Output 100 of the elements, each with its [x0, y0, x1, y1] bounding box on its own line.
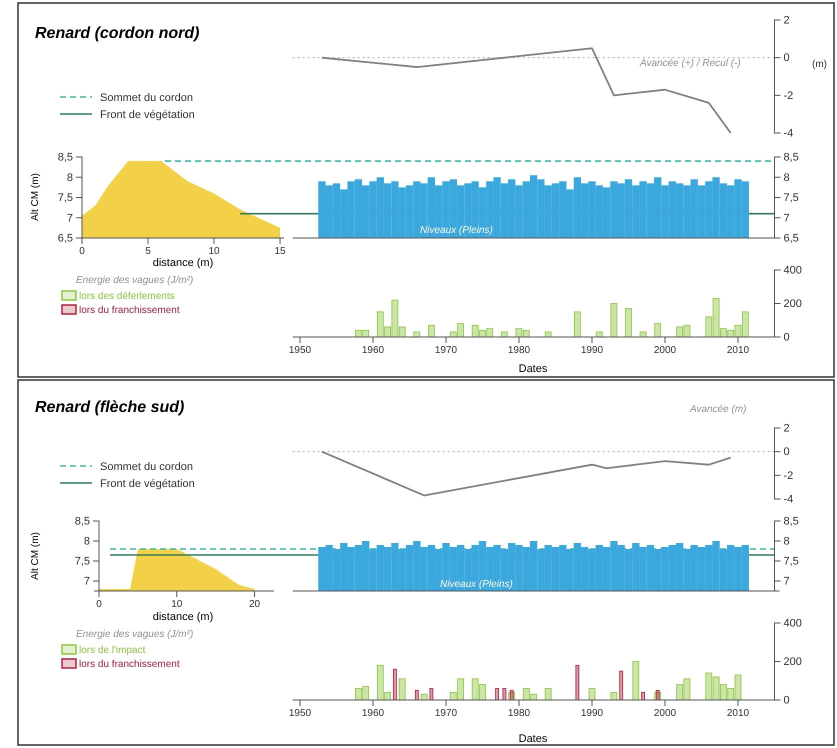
y-tick-label: -2	[784, 90, 794, 102]
bar	[727, 688, 734, 700]
y-tick-label: 6,5	[784, 232, 799, 245]
y-tick-label: 8,5	[58, 152, 73, 164]
y-tick-label: 7,5	[58, 192, 73, 204]
bar	[720, 684, 727, 700]
bar	[384, 692, 391, 700]
y-tick-label: -4	[784, 494, 794, 506]
y-tick-label: 0	[784, 446, 790, 458]
y-tick-label: 200	[784, 298, 802, 310]
bar	[495, 688, 499, 700]
bar	[428, 324, 435, 338]
bar	[502, 688, 506, 700]
x-tick-label: 1980	[508, 708, 531, 720]
y-tick-label: 7	[784, 576, 790, 588]
bar	[544, 688, 552, 700]
bar	[430, 688, 434, 700]
y-tick-label: 7,5	[784, 192, 799, 204]
bar	[588, 688, 596, 700]
bar	[516, 328, 522, 338]
y-tick-label: 7	[84, 576, 90, 588]
x-axis-title: distance (m)	[152, 257, 214, 269]
text: Renard (cordon nord)	[35, 25, 200, 42]
text: Avancée (m)	[689, 404, 747, 415]
bar	[457, 323, 464, 338]
x-axis-title: Dates	[518, 733, 548, 745]
bar	[376, 664, 384, 700]
bar	[625, 308, 632, 338]
bar	[734, 324, 742, 338]
bar	[355, 688, 362, 700]
x-tick-label: 1960	[362, 708, 385, 720]
legend-label: lors des déferlements	[79, 291, 175, 302]
x-tick-label: 2000	[654, 345, 677, 356]
legend-label: Front de végétation	[100, 478, 195, 490]
y-tick-label: 0	[784, 332, 790, 344]
bar	[676, 684, 683, 700]
y-tick-label: 6,5	[58, 232, 73, 245]
x-tick-label: 1950	[288, 345, 312, 356]
y-tick-label: 8,5	[784, 152, 799, 164]
y-tick-label: -2	[784, 470, 794, 482]
bar	[457, 678, 464, 700]
x-tick-label: 1950	[288, 708, 312, 720]
x-tick-label: 1960	[362, 345, 385, 356]
y-tick-label: 8,5	[74, 516, 90, 528]
y-tick-label: 2	[784, 14, 790, 27]
x-tick-label: 20	[248, 599, 261, 610]
y-tick-label: 400	[784, 264, 802, 277]
y-axis-title: Alt CM (m)	[30, 173, 41, 221]
bar	[522, 688, 530, 700]
y-tick-label: 0	[784, 52, 790, 64]
annotation: Niveaux (Pleins)	[440, 579, 513, 590]
legend-label: lors de l'impact	[79, 645, 146, 656]
bar	[641, 692, 645, 700]
y-tick-label: 8	[84, 536, 90, 548]
bar	[619, 670, 624, 700]
y-tick-label: 8	[784, 536, 790, 548]
bar	[734, 674, 742, 700]
legend-label: Sommet du cordon	[100, 92, 193, 104]
y-tick-label: 7	[66, 212, 73, 224]
x-axis-title: distance (m)	[152, 611, 214, 623]
x-tick-label: 0	[96, 599, 102, 610]
x-axis-title: Dates	[518, 363, 548, 375]
bar	[479, 330, 486, 338]
legend-label: Sommet du cordon	[100, 461, 193, 473]
x-tick-label: 1990	[580, 345, 604, 356]
bar	[384, 326, 391, 338]
y-tick-label: 400	[784, 618, 802, 630]
y-tick-label: 0	[784, 694, 790, 707]
annotation: Avancée (+) / Recul (-)	[639, 58, 741, 69]
x-tick-label: 1970	[434, 345, 458, 356]
legend-title: Energie des vagues (J/m²)	[76, 629, 194, 640]
x-tick-label: 10	[208, 246, 220, 258]
y-tick-label: -4	[784, 128, 794, 140]
legend-label: lors du franchissement	[79, 659, 180, 670]
bar	[392, 300, 398, 338]
y-tick-label: 7,5	[784, 556, 799, 568]
bar	[355, 330, 362, 338]
x-tick-label: 5	[145, 246, 152, 258]
bar	[684, 678, 690, 700]
bar	[501, 332, 508, 338]
bar	[676, 326, 683, 338]
bar	[610, 692, 618, 700]
line-series	[321, 450, 732, 496]
bar	[398, 678, 406, 700]
x-tick-label: 10	[171, 599, 183, 610]
y-tick-label: 7	[784, 212, 790, 224]
legend-title: Energie des vagues (J/m²)	[76, 275, 194, 286]
bar	[574, 311, 581, 338]
x-tick-label: 1990	[580, 708, 604, 720]
bar	[712, 298, 720, 338]
bar	[472, 678, 479, 700]
bar	[684, 324, 690, 338]
y-axis-title: (m)	[812, 59, 827, 70]
bar	[376, 311, 384, 338]
bar	[640, 332, 646, 338]
bar	[362, 686, 370, 700]
y-tick-label: 2	[784, 422, 790, 435]
y-tick-label: 8	[66, 172, 73, 184]
annotation: Niveaux (Pleins)	[420, 225, 493, 236]
bar	[705, 672, 712, 700]
